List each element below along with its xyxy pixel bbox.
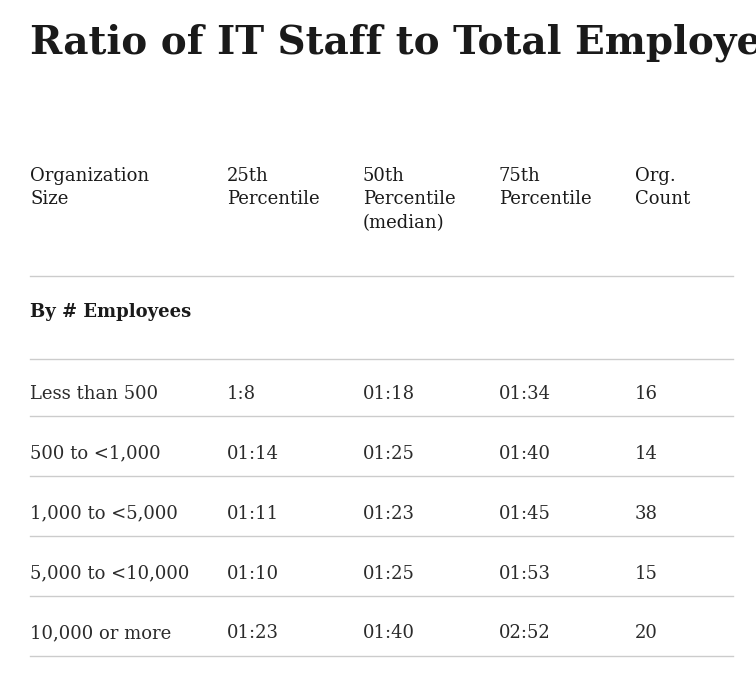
- Text: 20: 20: [635, 624, 658, 642]
- Text: 01:14: 01:14: [227, 445, 279, 462]
- Text: 25th
Percentile: 25th Percentile: [227, 167, 320, 208]
- Text: Org.
Count: Org. Count: [635, 167, 690, 208]
- Text: Organization
Size: Organization Size: [30, 167, 150, 208]
- Text: 75th
Percentile: 75th Percentile: [499, 167, 592, 208]
- Text: 1:8: 1:8: [227, 385, 256, 402]
- Text: By # Employees: By # Employees: [30, 303, 191, 321]
- Text: 01:23: 01:23: [363, 505, 415, 522]
- Text: Less than 500: Less than 500: [30, 385, 158, 402]
- Text: 50th
Percentile
(median): 50th Percentile (median): [363, 167, 456, 232]
- Text: 02:52: 02:52: [499, 624, 550, 642]
- Text: 38: 38: [635, 505, 658, 522]
- Text: 01:10: 01:10: [227, 565, 279, 582]
- Text: 10,000 or more: 10,000 or more: [30, 624, 172, 642]
- Text: 15: 15: [635, 565, 658, 582]
- Text: 01:18: 01:18: [363, 385, 415, 402]
- Text: 01:25: 01:25: [363, 445, 415, 462]
- Text: 500 to <1,000: 500 to <1,000: [30, 445, 161, 462]
- Text: 16: 16: [635, 385, 658, 402]
- Text: 01:11: 01:11: [227, 505, 279, 522]
- Text: 01:45: 01:45: [499, 505, 551, 522]
- Text: 14: 14: [635, 445, 658, 462]
- Text: 01:40: 01:40: [499, 445, 551, 462]
- Text: 01:25: 01:25: [363, 565, 415, 582]
- Text: 1,000 to <5,000: 1,000 to <5,000: [30, 505, 178, 522]
- Text: Ratio of IT Staff to Total Employees: Ratio of IT Staff to Total Employees: [30, 24, 756, 63]
- Text: 01:53: 01:53: [499, 565, 551, 582]
- Text: 01:34: 01:34: [499, 385, 551, 402]
- Text: 5,000 to <10,000: 5,000 to <10,000: [30, 565, 190, 582]
- Text: 01:40: 01:40: [363, 624, 415, 642]
- Text: 01:23: 01:23: [227, 624, 279, 642]
